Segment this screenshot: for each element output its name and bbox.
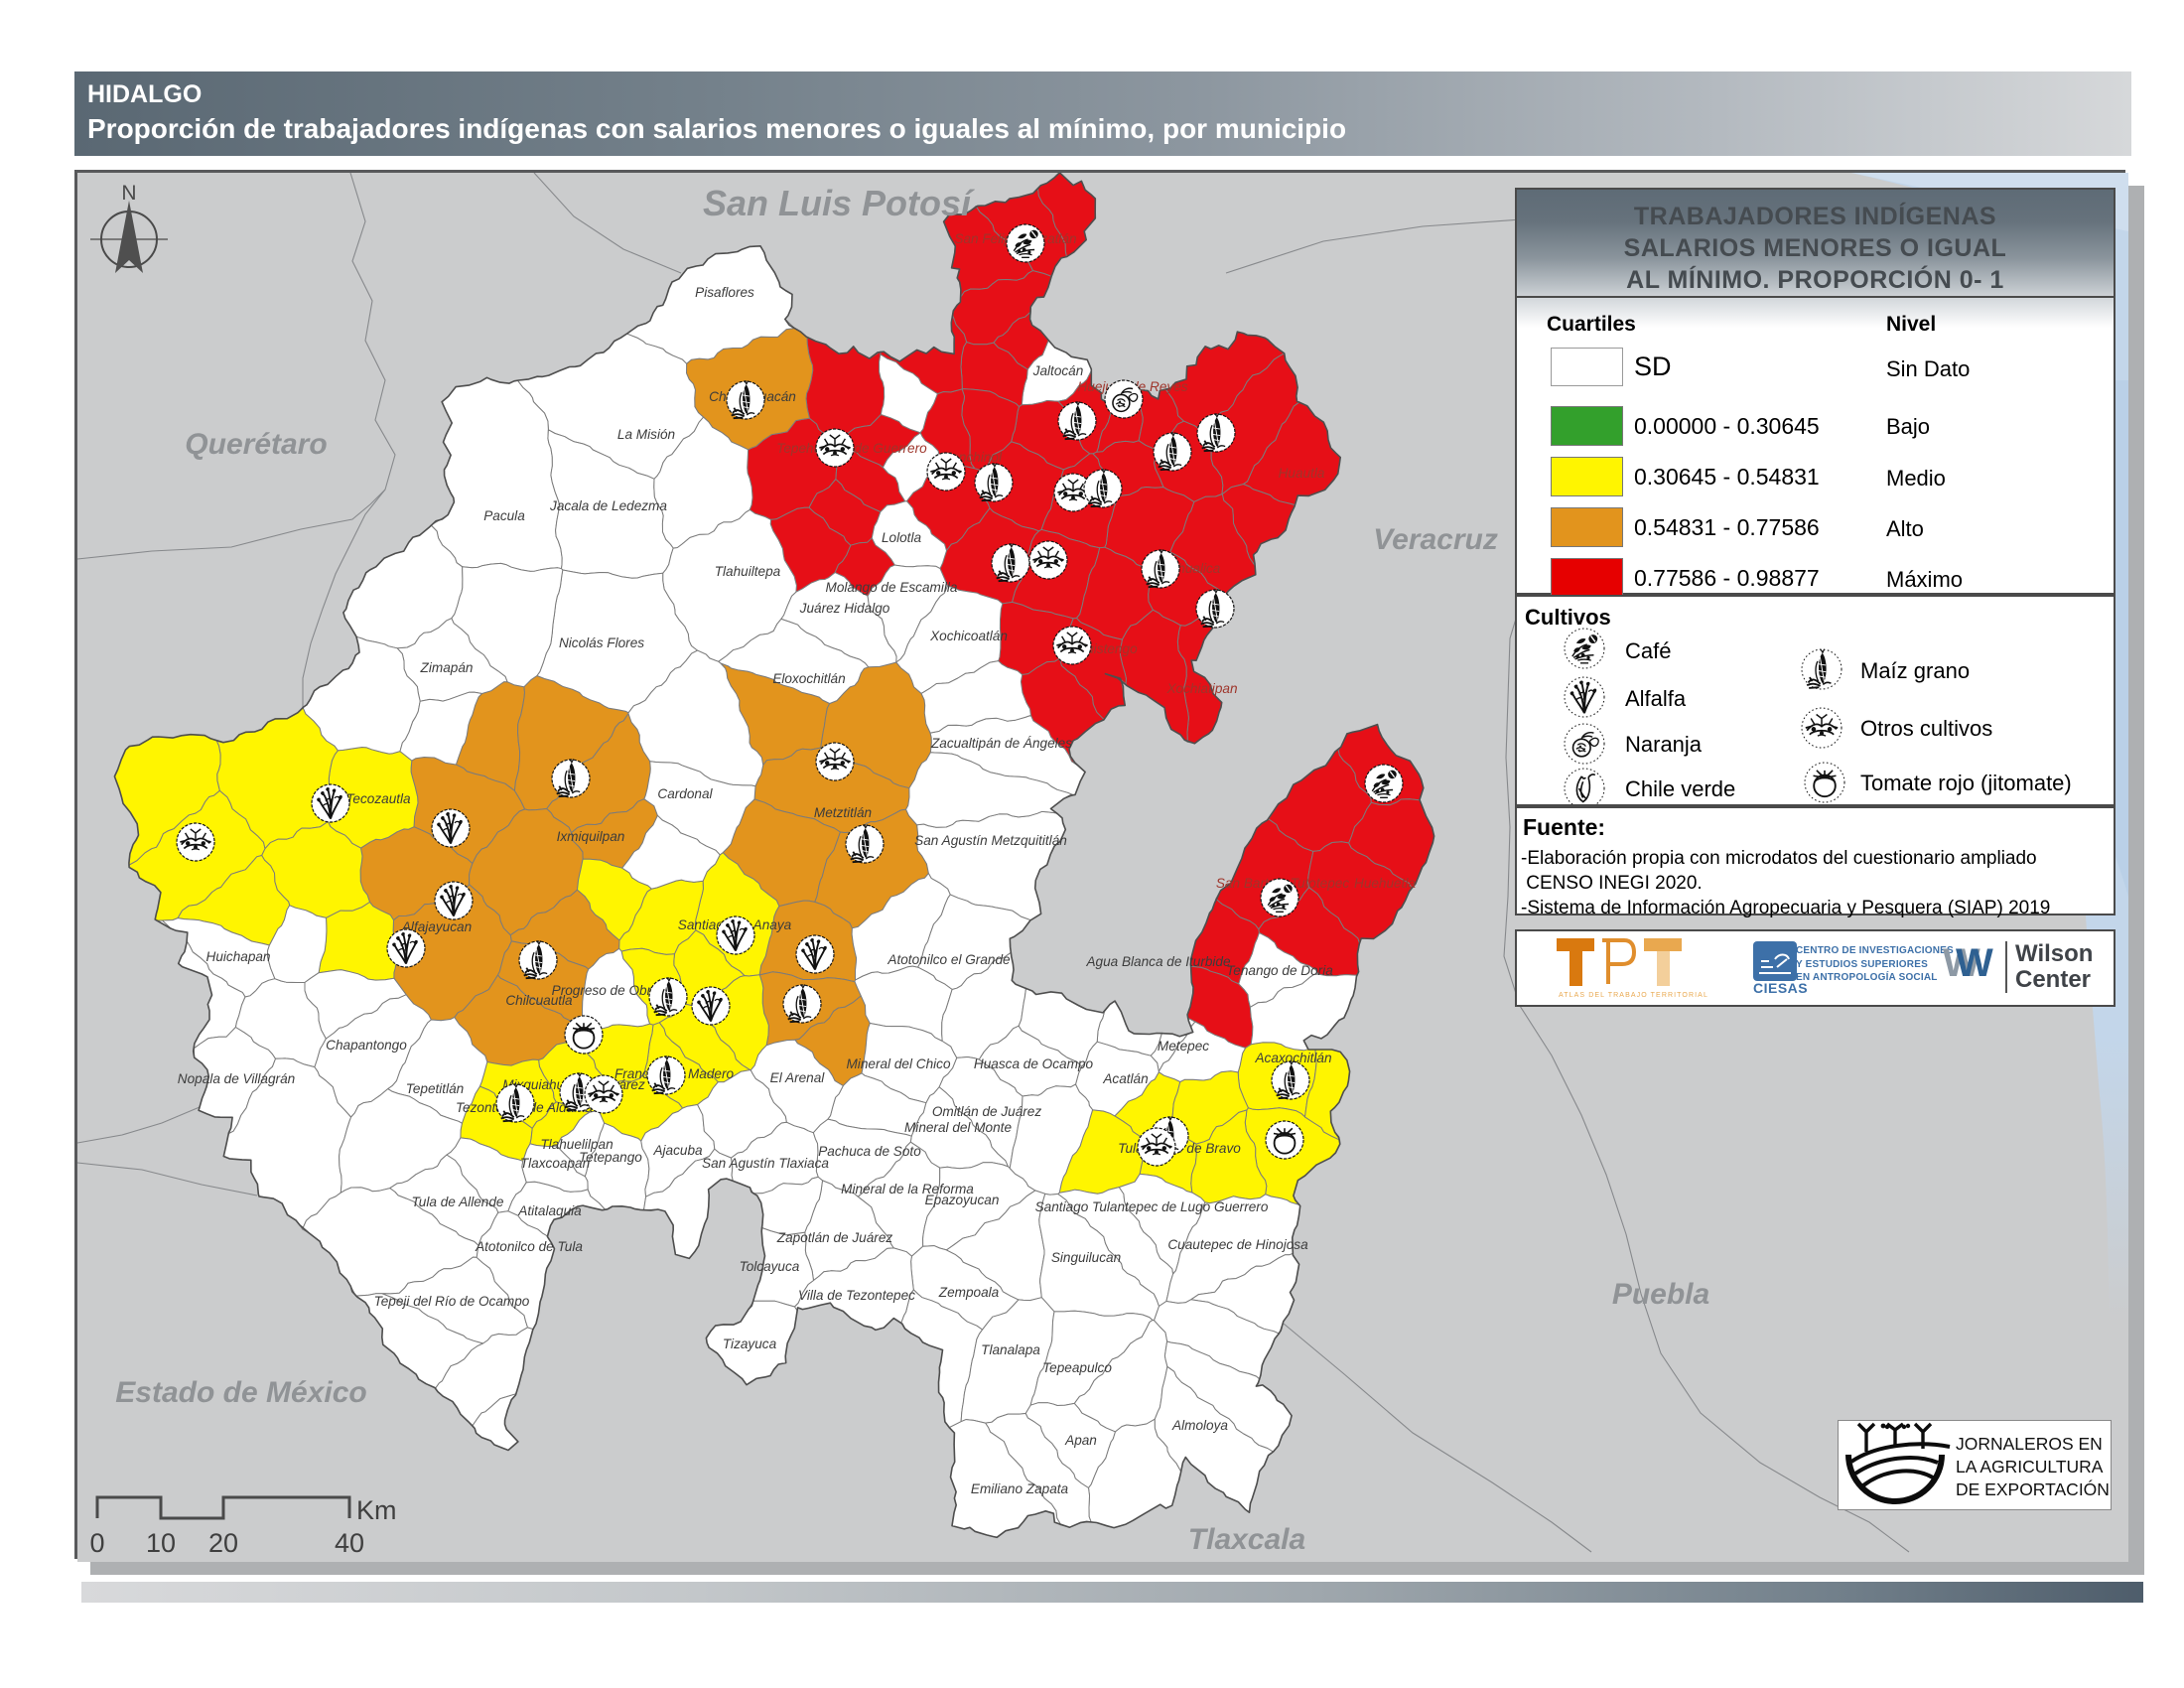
- svg-text:Tecozautla: Tecozautla: [345, 791, 411, 806]
- svg-text:Metztitlán: Metztitlán: [814, 805, 872, 820]
- svg-text:Tepeapulco: Tepeapulco: [1042, 1360, 1112, 1375]
- svg-text:Metepec: Metepec: [1158, 1039, 1209, 1054]
- svg-text:0: 0: [89, 1528, 104, 1558]
- svg-text:Mineral del Chico: Mineral del Chico: [846, 1056, 950, 1071]
- svg-text:Ixmiquilpan: Ixmiquilpan: [557, 829, 625, 844]
- svg-text:Nopala de Villagrán: Nopala de Villagrán: [178, 1071, 295, 1086]
- svg-text:San Luis Potosí: San Luis Potosí: [703, 183, 975, 223]
- svg-text:Epazoyucan: Epazoyucan: [925, 1193, 1000, 1207]
- svg-text:Almoloya: Almoloya: [1171, 1418, 1228, 1433]
- svg-text:Nicolás Flores: Nicolás Flores: [559, 635, 644, 650]
- svg-text:Apan: Apan: [1064, 1433, 1097, 1448]
- svg-text:Alfajayucan: Alfajayucan: [401, 919, 472, 934]
- svg-text:Mineral del Monte: Mineral del Monte: [904, 1120, 1012, 1135]
- svg-text:Cardonal: Cardonal: [657, 786, 713, 801]
- svg-text:Veracruz: Veracruz: [1373, 523, 1498, 556]
- svg-text:Emiliano Zapata: Emiliano Zapata: [971, 1481, 1069, 1496]
- svg-text:Tlaxcoapan: Tlaxcoapan: [520, 1156, 590, 1171]
- svg-text:N: N: [121, 182, 136, 205]
- svg-text:Huautla: Huautla: [1279, 466, 1325, 481]
- svg-text:Tula de Allende: Tula de Allende: [412, 1195, 504, 1209]
- svg-text:Tepetitlán: Tepetitlán: [406, 1081, 464, 1096]
- svg-text:Atitalaquia: Atitalaquia: [517, 1203, 582, 1218]
- svg-text:Singuilucan: Singuilucan: [1051, 1250, 1121, 1265]
- svg-text:Xochicoatlán: Xochicoatlán: [929, 629, 1008, 643]
- svg-text:Puebla: Puebla: [1612, 1278, 1709, 1311]
- svg-text:Acaxochitlán: Acaxochitlán: [1254, 1051, 1331, 1065]
- svg-text:Eloxochitlán: Eloxochitlán: [772, 671, 845, 686]
- svg-text:San Agustín Metzquititlán: San Agustín Metzquititlán: [914, 833, 1067, 848]
- svg-text:Zacualtipán de Ángeles: Zacualtipán de Ángeles: [930, 736, 1072, 751]
- svg-text:Omitlán de Juárez: Omitlán de Juárez: [932, 1104, 1042, 1119]
- svg-text:Tenango de Doria: Tenango de Doria: [1226, 963, 1333, 978]
- svg-text:Huichapan: Huichapan: [206, 949, 271, 964]
- svg-text:Agua Blanca de Iturbide: Agua Blanca de Iturbide: [1085, 954, 1231, 969]
- svg-text:Chilcuautla: Chilcuautla: [505, 993, 573, 1008]
- svg-text:40: 40: [335, 1528, 364, 1558]
- svg-text:Santiago Tulantepec de Lugo Gu: Santiago Tulantepec de Lugo Guerrero: [1035, 1199, 1269, 1214]
- svg-text:Huasca de Ocampo: Huasca de Ocampo: [974, 1056, 1094, 1071]
- svg-text:Tolcayuca: Tolcayuca: [740, 1259, 800, 1274]
- svg-text:San Agustín Tlaxiaca: San Agustín Tlaxiaca: [702, 1156, 829, 1171]
- svg-text:Jaltocán: Jaltocán: [1032, 363, 1084, 378]
- svg-text:El Arenal: El Arenal: [770, 1070, 826, 1085]
- svg-text:10: 10: [146, 1528, 176, 1558]
- svg-text:20: 20: [208, 1528, 238, 1558]
- svg-text:Tizayuca: Tizayuca: [723, 1336, 777, 1351]
- svg-text:Zimapán: Zimapán: [420, 660, 474, 675]
- svg-text:Jacala de Ledezma: Jacala de Ledezma: [549, 498, 667, 513]
- svg-text:Acatlán: Acatlán: [1102, 1071, 1148, 1086]
- svg-text:Juárez Hidalgo: Juárez Hidalgo: [799, 601, 890, 616]
- svg-text:Ajacuba: Ajacuba: [652, 1143, 703, 1158]
- svg-text:Tetepango: Tetepango: [579, 1150, 642, 1165]
- svg-text:Atotonilco de Tula: Atotonilco de Tula: [475, 1239, 583, 1254]
- svg-text:La Misión: La Misión: [617, 427, 675, 442]
- svg-text:Atotonilco el Grande: Atotonilco el Grande: [887, 952, 1011, 967]
- svg-text:Pachuca de Soto: Pachuca de Soto: [818, 1144, 921, 1159]
- svg-text:Pisaflores: Pisaflores: [695, 285, 754, 300]
- svg-text:Tlanalapa: Tlanalapa: [981, 1342, 1040, 1357]
- svg-text:Pacula: Pacula: [483, 508, 525, 523]
- svg-text:Chapantongo: Chapantongo: [326, 1038, 407, 1053]
- svg-text:Km: Km: [356, 1495, 397, 1525]
- svg-text:Querétaro: Querétaro: [185, 428, 327, 461]
- svg-text:Zempoala: Zempoala: [938, 1285, 1000, 1300]
- svg-text:Molango de Escamilla: Molango de Escamilla: [826, 580, 958, 595]
- svg-text:Xochiatipan: Xochiatipan: [1165, 681, 1237, 696]
- svg-text:Tlahuelilpan: Tlahuelilpan: [540, 1137, 613, 1152]
- svg-text:Huehuetla: Huehuetla: [1354, 876, 1416, 891]
- svg-text:Tlahuiltepa: Tlahuiltepa: [715, 564, 781, 579]
- svg-text:Tlaxcala: Tlaxcala: [1188, 1523, 1305, 1556]
- svg-text:Tepeji del Río de Ocampo: Tepeji del Río de Ocampo: [374, 1294, 530, 1309]
- svg-text:Zapotlán de Juárez: Zapotlán de Juárez: [776, 1230, 893, 1245]
- svg-text:Villa de Tezontepec: Villa de Tezontepec: [798, 1288, 915, 1303]
- svg-text:Cuautepec de Hinojosa: Cuautepec de Hinojosa: [1167, 1237, 1308, 1252]
- svg-text:Mineral de la Reforma: Mineral de la Reforma: [841, 1182, 974, 1196]
- svg-text:Lolotla: Lolotla: [882, 530, 921, 545]
- svg-text:Estado de México: Estado de México: [115, 1376, 366, 1409]
